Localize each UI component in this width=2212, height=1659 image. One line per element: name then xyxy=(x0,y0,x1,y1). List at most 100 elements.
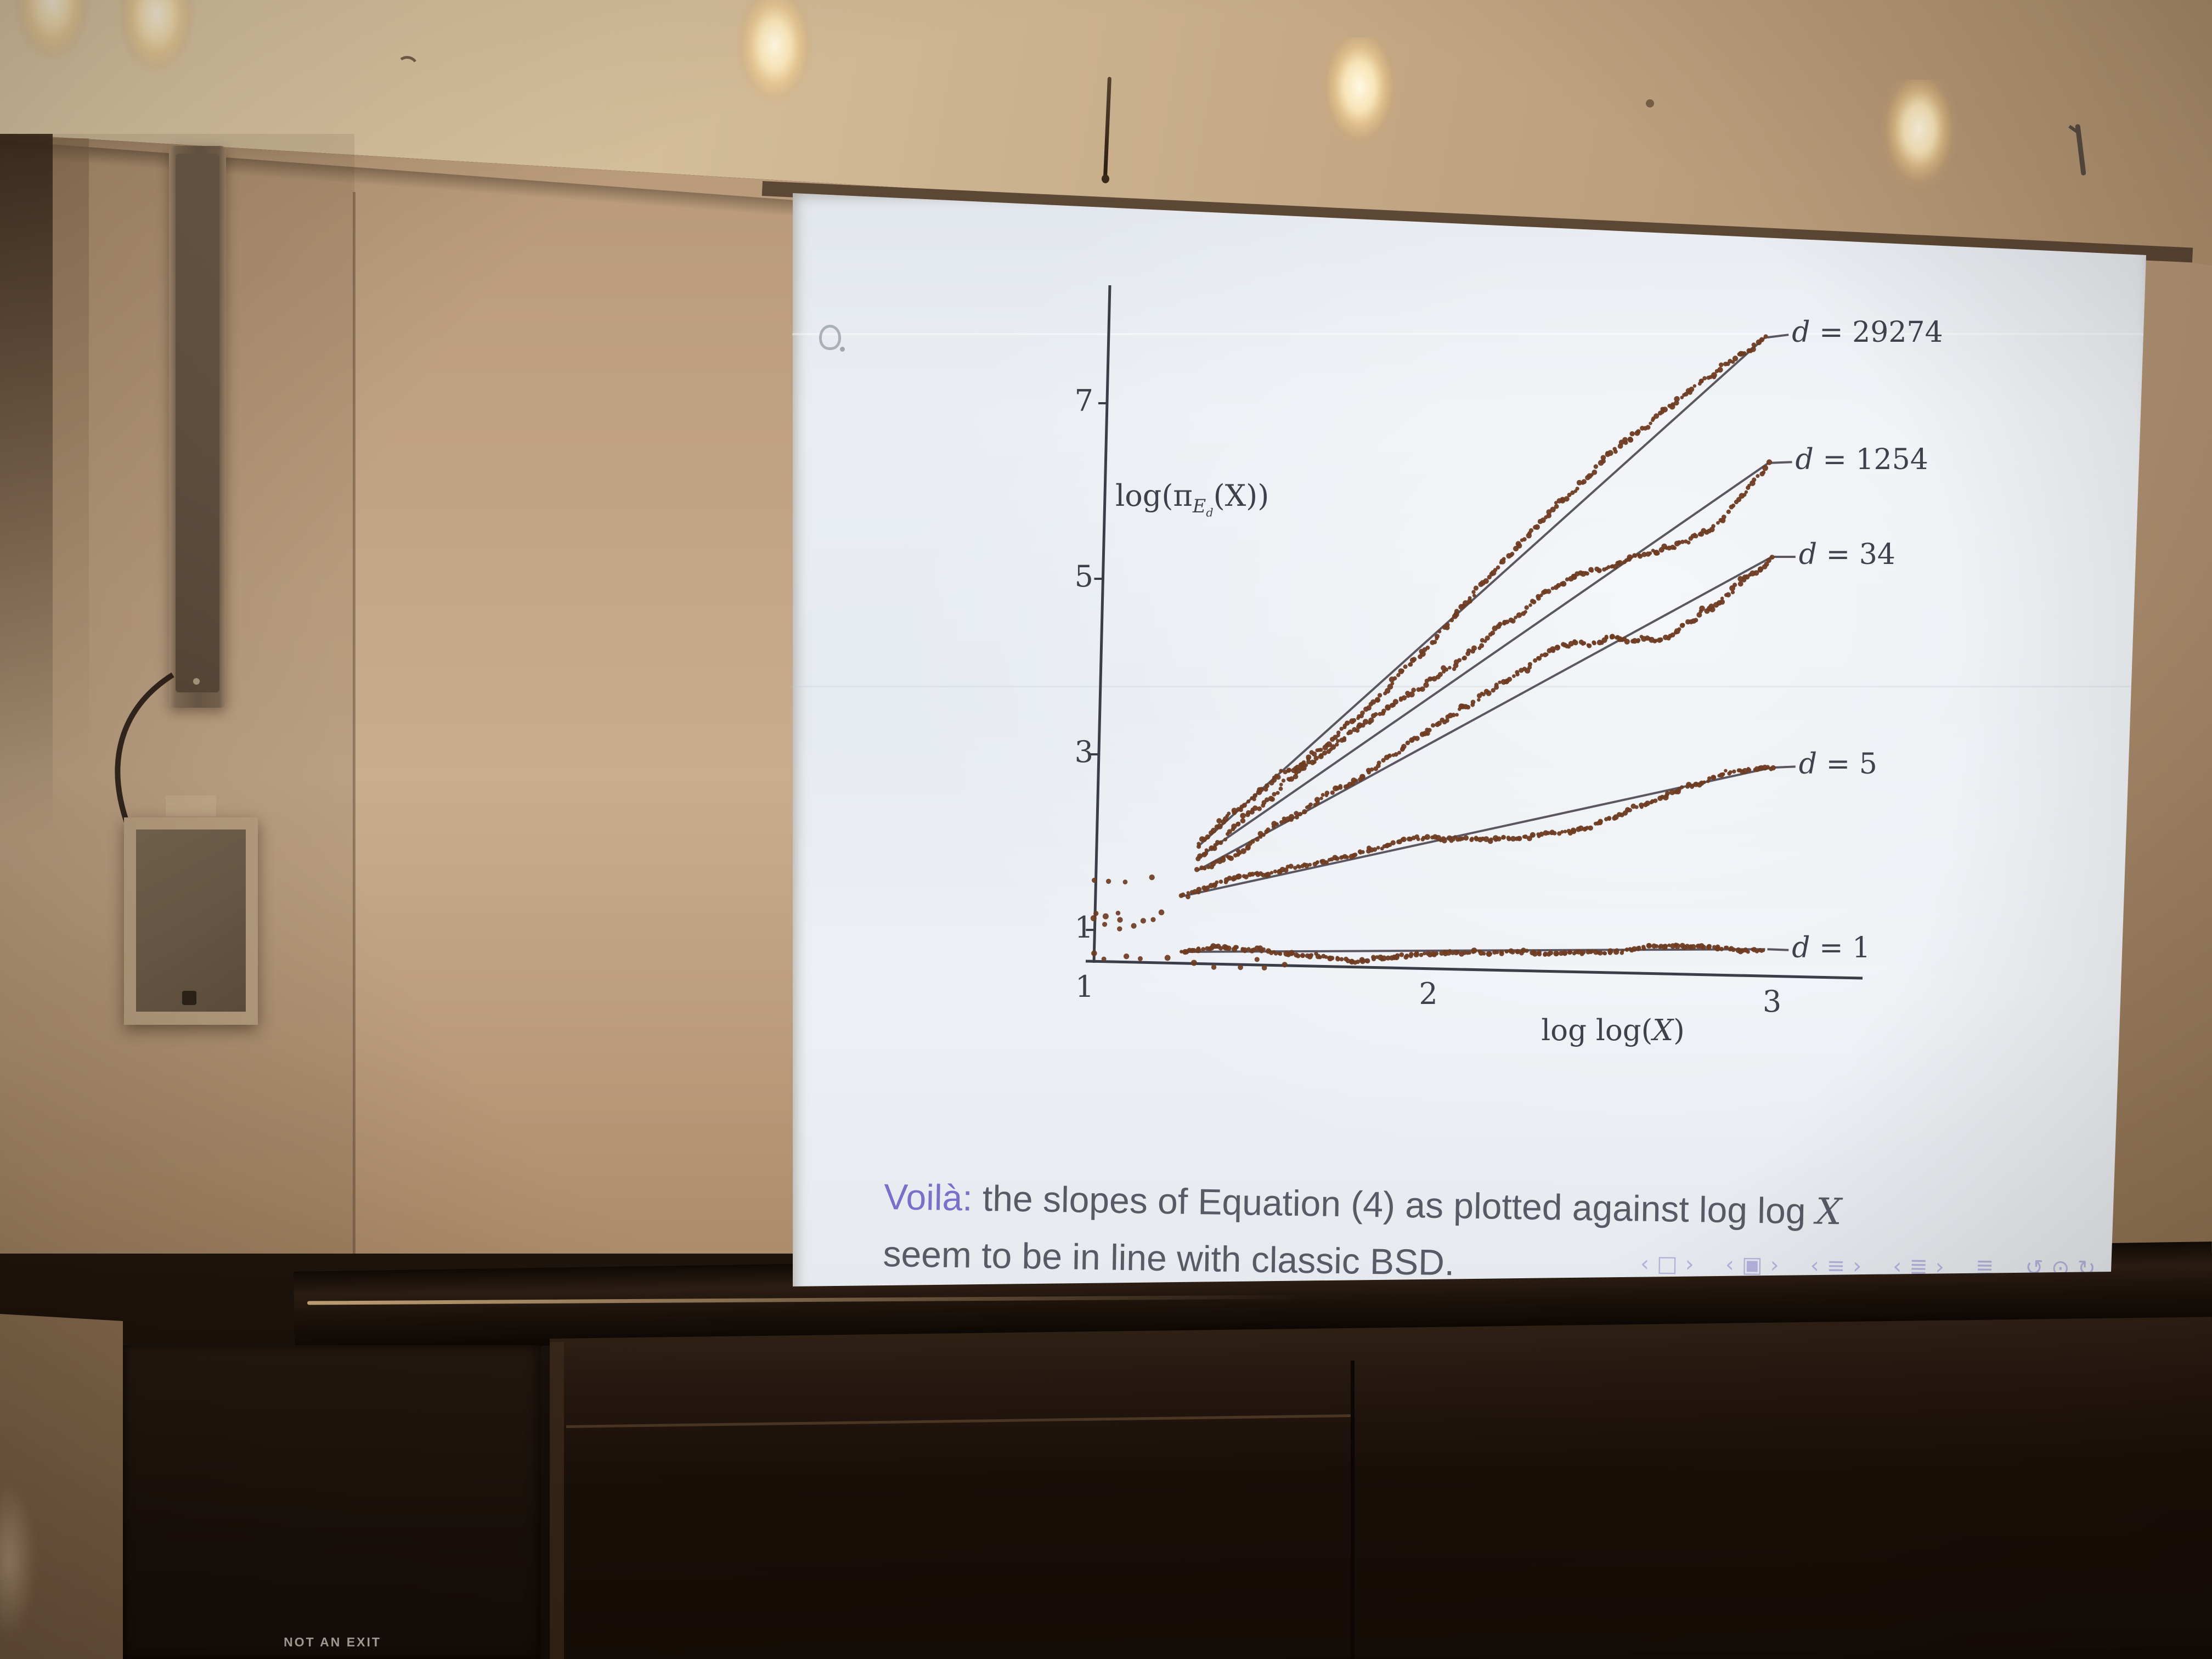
scatter-dot xyxy=(1448,665,1452,670)
scatter-dot xyxy=(1635,429,1641,434)
scatter-dot xyxy=(1197,844,1201,849)
scatter-dot xyxy=(1462,656,1466,661)
scatter-dot xyxy=(1414,736,1420,741)
scatter-dot xyxy=(1212,845,1217,851)
scatter-dot xyxy=(1362,719,1369,725)
scatter-dot xyxy=(1707,776,1712,781)
scatter-dot xyxy=(1515,541,1521,547)
scatter-dot xyxy=(1381,708,1386,714)
box-speaker-logo xyxy=(182,991,196,1005)
scatter-dot xyxy=(1204,851,1209,856)
scatter-dot xyxy=(1339,726,1344,731)
scatter-dot xyxy=(1221,855,1226,860)
scatter-dot xyxy=(1711,524,1716,528)
scatter-dot xyxy=(1164,955,1171,961)
scatter-dot xyxy=(1313,755,1319,761)
scatter-dot xyxy=(1692,384,1697,388)
scatter-dot xyxy=(1648,551,1652,555)
scatter-dot xyxy=(1216,818,1222,824)
scatter-dot xyxy=(1515,949,1521,955)
scatter-dot xyxy=(1770,765,1776,771)
scatter-dot xyxy=(1766,557,1771,563)
scatter-dot xyxy=(1504,949,1509,954)
scatter-dot xyxy=(1761,470,1766,475)
scatter-dot xyxy=(1243,874,1249,879)
scatter-dot xyxy=(1387,684,1393,690)
scatter-dot xyxy=(1520,947,1526,953)
scatter-dot xyxy=(1311,751,1317,757)
scatter-dot xyxy=(1338,784,1342,788)
scatter-dot xyxy=(1369,767,1374,772)
scatter-dot xyxy=(1463,835,1469,841)
scatter-dot xyxy=(1466,648,1471,653)
scatter-dot xyxy=(1496,836,1502,842)
scatter-dot xyxy=(1329,956,1335,961)
scatter-dot xyxy=(1196,887,1202,893)
fit-line xyxy=(1197,462,1769,859)
scatter-dot xyxy=(1628,808,1632,812)
scatter-dot xyxy=(1606,565,1611,569)
scatter-dot xyxy=(1281,778,1286,783)
nav-group: ‹ □ › xyxy=(1640,1251,1694,1277)
scatter-dot xyxy=(1565,577,1570,582)
scatter-dot xyxy=(1102,913,1109,919)
scatter-dot xyxy=(1680,785,1684,789)
scatter-dot xyxy=(1197,842,1201,846)
scatter-dot xyxy=(1654,944,1659,949)
scatter-dot xyxy=(1278,952,1283,956)
scatter-dot xyxy=(1522,537,1527,542)
caption-math-var: X xyxy=(1815,1190,1842,1233)
scatter-dot xyxy=(1449,618,1454,623)
column-speaker-grille xyxy=(176,154,219,692)
scatter-dot xyxy=(1649,421,1652,425)
scatter-dot xyxy=(1101,956,1107,962)
scatter-dot xyxy=(1321,793,1325,797)
scatter-dot xyxy=(1581,950,1586,955)
scatter-dot xyxy=(1465,705,1471,710)
speaker-cable xyxy=(115,672,174,830)
wall-left-dark-edge xyxy=(0,134,53,836)
scatter-dot xyxy=(1545,652,1549,656)
scatter-dot xyxy=(1308,862,1312,867)
scatter-dot xyxy=(1537,656,1542,661)
caption-highlight: Voilà: xyxy=(883,1176,973,1218)
speaker-bracket xyxy=(166,795,216,816)
scatter-dot xyxy=(1202,866,1206,871)
scatter-dot xyxy=(1445,622,1450,627)
scatter-dot xyxy=(1264,797,1269,803)
scatter-dot xyxy=(1622,437,1628,443)
ceiling-light xyxy=(14,0,91,60)
scatter-dot xyxy=(1546,589,1551,594)
nav-frame-icon: ▣ xyxy=(1741,1252,1763,1278)
series-d-5 xyxy=(1178,764,1796,900)
scatter-dot xyxy=(1385,688,1391,694)
scatter-dot xyxy=(1211,964,1217,970)
scatter-dot xyxy=(1746,950,1750,954)
scatter-dot xyxy=(1588,567,1594,573)
scatter-dot xyxy=(1319,797,1323,800)
scatter-dot xyxy=(1711,775,1717,781)
scatter-dot xyxy=(1761,949,1765,952)
scatter-dot xyxy=(1218,879,1223,884)
scatter-dot xyxy=(1602,951,1607,956)
scatter-dot xyxy=(1494,682,1499,687)
scatter-dot xyxy=(1335,956,1341,962)
scatter-dot xyxy=(1401,743,1407,749)
series-d-1 xyxy=(1180,943,1789,965)
scatter-dot xyxy=(1371,955,1376,960)
scatter-dot xyxy=(1353,853,1358,857)
scatter-dot xyxy=(1719,362,1724,368)
scatter-dot xyxy=(1250,872,1255,877)
scatter-dot xyxy=(1425,645,1430,650)
scatter-dot xyxy=(1266,827,1271,832)
scatter-dot xyxy=(1681,623,1685,627)
scatter-dot xyxy=(1401,695,1407,701)
scatter-dot xyxy=(1288,814,1295,820)
scatter-dot xyxy=(1246,799,1251,804)
scatter-dot xyxy=(1528,603,1532,607)
scatter-dot xyxy=(1759,337,1765,342)
scatter-dot xyxy=(1501,834,1506,840)
ceiling-sensor-dot xyxy=(1646,99,1654,108)
scatter-dot xyxy=(1512,674,1516,678)
series-label-d-29274: d = 29274 xyxy=(1792,316,1943,349)
